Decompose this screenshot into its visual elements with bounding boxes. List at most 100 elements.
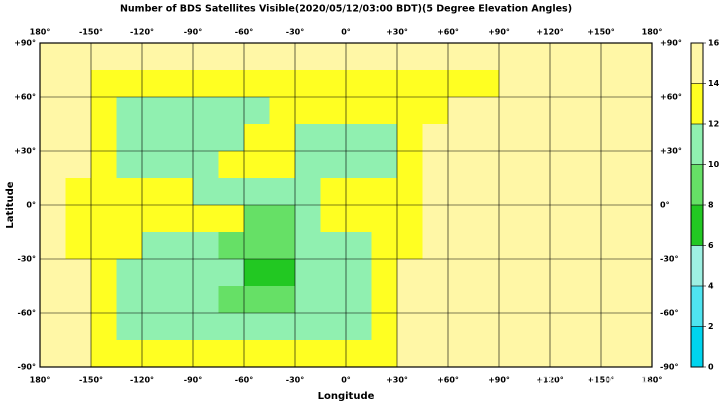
heat-cell bbox=[218, 43, 245, 71]
heat-cell bbox=[65, 70, 92, 98]
heat-cell bbox=[142, 205, 168, 233]
heat-cell bbox=[116, 313, 143, 341]
heat-cell bbox=[524, 286, 551, 314]
heat-cell bbox=[91, 70, 117, 98]
heat-cell bbox=[448, 259, 474, 287]
heat-cell bbox=[116, 259, 143, 287]
heat-cell bbox=[116, 124, 143, 152]
heat-cell bbox=[371, 97, 398, 125]
heat-cell bbox=[448, 97, 474, 125]
colorbar-swatch bbox=[691, 83, 703, 124]
heat-cell bbox=[295, 286, 321, 314]
colorbar-frame bbox=[690, 42, 704, 368]
heat-cell bbox=[269, 205, 296, 233]
heat-cell bbox=[193, 205, 219, 233]
x-tick-label: +90° bbox=[488, 28, 510, 37]
x-tick-label: 180° bbox=[30, 376, 51, 385]
heat-cell bbox=[269, 178, 296, 206]
y-tick-label: -30° bbox=[18, 255, 36, 264]
y-tick-label: 0° bbox=[26, 201, 36, 210]
heat-cell bbox=[65, 151, 92, 179]
heat-cell bbox=[142, 151, 168, 179]
heat-cell bbox=[142, 124, 168, 152]
heat-cell bbox=[346, 124, 372, 152]
heat-cell bbox=[116, 232, 143, 260]
heat-cell bbox=[218, 70, 245, 98]
heat-cell bbox=[422, 43, 449, 71]
heat-cell bbox=[295, 178, 321, 206]
heat-cell bbox=[473, 340, 500, 368]
heat-cell bbox=[499, 232, 525, 260]
y-tick-label: 0° bbox=[660, 201, 670, 210]
heat-cell bbox=[601, 286, 627, 314]
heat-cell bbox=[448, 313, 474, 341]
heat-cell bbox=[626, 205, 653, 233]
heat-cell bbox=[167, 259, 194, 287]
heat-cell bbox=[448, 70, 474, 98]
heat-cell bbox=[244, 97, 270, 125]
heat-cell bbox=[473, 232, 500, 260]
x-tick-label: +30° bbox=[386, 376, 408, 385]
heat-cell bbox=[601, 151, 627, 179]
heat-cell bbox=[499, 259, 525, 287]
heat-cell bbox=[269, 43, 296, 71]
heat-cell bbox=[218, 205, 245, 233]
heat-cell bbox=[601, 43, 627, 71]
heat-cell bbox=[422, 259, 449, 287]
y-tick-label: +60° bbox=[660, 93, 682, 102]
heat-cell bbox=[346, 286, 372, 314]
heat-cell bbox=[346, 97, 372, 125]
heat-cell bbox=[601, 205, 627, 233]
heat-cell bbox=[371, 313, 398, 341]
heat-cell bbox=[499, 97, 525, 125]
heat-cell bbox=[448, 151, 474, 179]
heat-cell bbox=[116, 205, 143, 233]
heat-cell bbox=[524, 43, 551, 71]
heat-cell bbox=[397, 43, 423, 71]
heat-cell bbox=[346, 178, 372, 206]
heat-cell bbox=[320, 43, 347, 71]
heat-cell bbox=[524, 97, 551, 125]
heat-cell bbox=[371, 124, 398, 152]
x-tick-label: +90° bbox=[488, 376, 510, 385]
heat-cell bbox=[473, 43, 500, 71]
heat-cell bbox=[422, 313, 449, 341]
heat-cell bbox=[269, 97, 296, 125]
heat-cell bbox=[499, 178, 525, 206]
x-tick-label: 0° bbox=[341, 28, 351, 37]
heat-cell bbox=[65, 232, 92, 260]
heat-cell bbox=[601, 259, 627, 287]
heat-cell bbox=[244, 286, 270, 314]
heat-cell bbox=[550, 124, 576, 152]
heat-cell bbox=[550, 232, 576, 260]
heat-cell bbox=[575, 43, 602, 71]
x-tick-label: -120° bbox=[130, 376, 154, 385]
heat-cell bbox=[244, 151, 270, 179]
heat-cell bbox=[116, 43, 143, 71]
heat-cell bbox=[167, 178, 194, 206]
heat-cell bbox=[499, 124, 525, 152]
heat-cell bbox=[193, 313, 219, 341]
heat-cell bbox=[575, 259, 602, 287]
heat-cell bbox=[473, 205, 500, 233]
y-tick-label: +60° bbox=[14, 93, 36, 102]
heat-cell bbox=[575, 340, 602, 368]
heat-cell bbox=[626, 178, 653, 206]
y-tick-label: -90° bbox=[18, 363, 36, 372]
heat-cell bbox=[346, 340, 372, 368]
heat-cell bbox=[473, 151, 500, 179]
colorbar-swatch bbox=[691, 124, 703, 165]
heat-cell bbox=[371, 232, 398, 260]
colorbar-tick-label: 10 bbox=[708, 160, 720, 169]
colorbar-tick-label: 12 bbox=[708, 120, 719, 129]
heat-cell bbox=[320, 97, 347, 125]
colorbar-swatch bbox=[691, 43, 703, 84]
heat-cell bbox=[448, 178, 474, 206]
heat-cell bbox=[499, 151, 525, 179]
heat-cell bbox=[320, 286, 347, 314]
heat-cell bbox=[116, 178, 143, 206]
heat-cell bbox=[626, 97, 653, 125]
heat-cell bbox=[269, 259, 296, 287]
heat-cell bbox=[320, 178, 347, 206]
